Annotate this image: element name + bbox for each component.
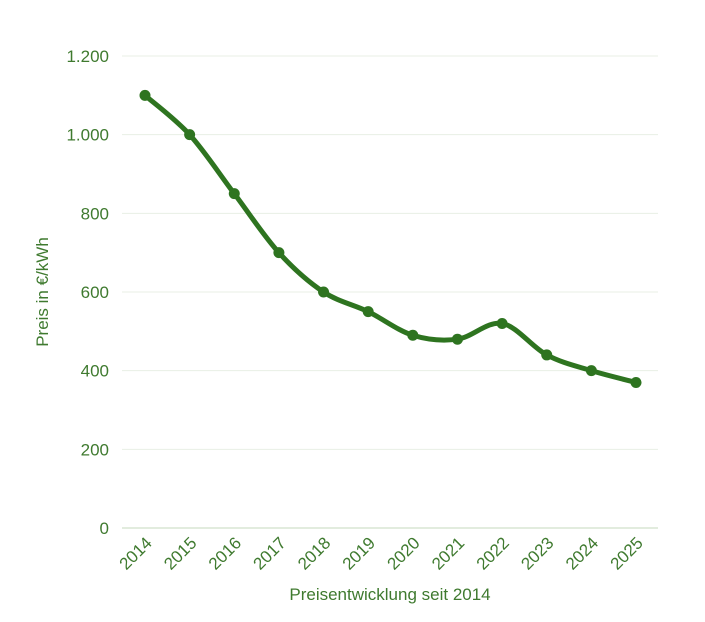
x-tick-label: 2022 — [473, 533, 513, 573]
x-tick-label: 2021 — [428, 533, 468, 573]
y-tick-label: 1.000 — [66, 126, 109, 145]
y-tick-label: 1.200 — [66, 47, 109, 66]
series-line — [142, 92, 639, 385]
x-tick-label: 2020 — [383, 533, 423, 573]
data-point — [585, 365, 597, 377]
x-tick-label: 2018 — [294, 533, 334, 573]
x-axis-ticks: 2014 2015 2016 2017 2018 2019 2020 2021 2022 2023… — [116, 533, 647, 573]
data-point — [273, 247, 285, 259]
data-point — [318, 286, 330, 298]
data-point — [184, 129, 196, 141]
x-tick-label: 2019 — [339, 533, 379, 573]
y-tick-label: 400 — [81, 362, 109, 381]
y-tick-label: 800 — [81, 204, 109, 223]
y-tick-label: 0 — [100, 519, 109, 538]
x-tick-label: 2025 — [607, 533, 647, 573]
gridlines — [122, 55, 658, 529]
y-axis-ticks: 0 200 400 600 800 1.000 1.200 — [66, 47, 109, 538]
data-point — [362, 306, 374, 318]
data-point — [451, 333, 463, 345]
x-tick-label: 2016 — [205, 533, 245, 573]
x-tick-label: 2017 — [250, 533, 290, 573]
data-point — [496, 317, 508, 329]
y-axis-title: Preis in €/kWh — [33, 237, 52, 347]
data-point — [541, 349, 553, 361]
data-point-markers — [139, 89, 642, 388]
x-tick-label: 2015 — [160, 533, 200, 573]
y-tick-label: 600 — [81, 283, 109, 302]
x-tick-label: 2023 — [517, 533, 557, 573]
data-point — [630, 376, 642, 388]
y-tick-label: 200 — [81, 440, 109, 459]
data-point — [228, 188, 240, 200]
x-axis-title: Preisentwicklung seit 2014 — [289, 585, 490, 604]
data-point — [407, 329, 419, 341]
data-point — [139, 89, 151, 101]
x-tick-label: 2024 — [562, 533, 602, 573]
x-tick-label: 2014 — [116, 533, 156, 573]
